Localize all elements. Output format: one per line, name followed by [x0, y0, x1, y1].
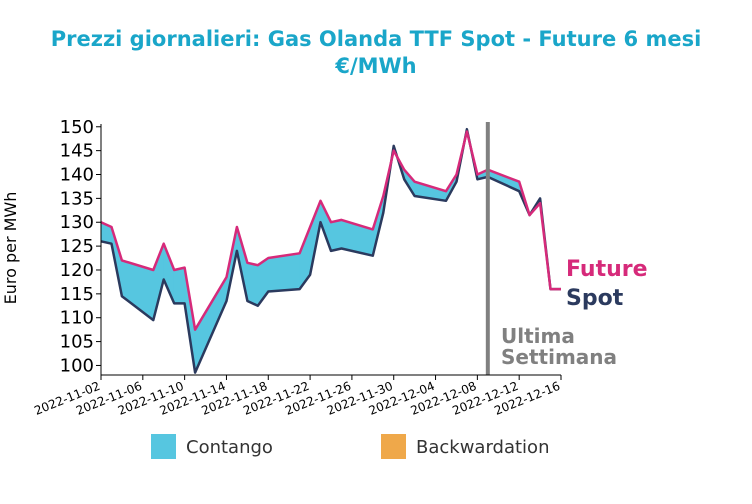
legend-label-contango: Contango: [186, 437, 273, 458]
fill-segment: [194, 276, 227, 373]
series-line-spot: [100, 127, 561, 374]
series-line-future: [100, 130, 561, 331]
title-line-2: €/MWh: [334, 54, 416, 78]
y-tick-label: 105: [60, 332, 94, 353]
y-tick-label: 115: [60, 284, 94, 305]
fill-segment: [267, 252, 300, 292]
annotation-line-1: Ultima: [501, 324, 575, 348]
y-tick-label: 150: [60, 117, 94, 138]
series-label-future: Future: [566, 257, 648, 282]
legend-label-backwardation: Backwardation: [416, 437, 549, 458]
annotation-line-2: Settimana: [501, 345, 617, 369]
y-tick-label: 130: [60, 212, 94, 233]
y-tick-label: 100: [60, 355, 94, 376]
series-labels: Future Spot: [566, 257, 648, 311]
legend-swatch-contango: [151, 434, 176, 459]
fill-segment: [173, 267, 185, 304]
y-axis-label: Euro per MWh: [1, 192, 20, 305]
x-axis-ticks: 2022-11-022022-11-062022-11-102022-11-14…: [32, 375, 562, 418]
series-lines: [100, 127, 561, 374]
chart-title: Prezzi giornalieri: Gas Olanda TTF Spot …: [51, 27, 702, 78]
fill-segment: [247, 262, 259, 307]
y-tick-label: 110: [60, 308, 94, 329]
y-tick-label: 145: [60, 141, 94, 162]
y-tick-label: 135: [60, 188, 94, 209]
legend-swatch-backwardation: [381, 434, 406, 459]
y-tick-label: 125: [60, 236, 94, 257]
y-tick-label: 120: [60, 260, 94, 281]
legend: Contango Backwardation: [151, 434, 549, 459]
fill-areas: [100, 129, 561, 373]
title-line-1: Prezzi giornalieri: Gas Olanda TTF Spot …: [51, 27, 702, 51]
last-week-annotation: Ultima Settimana: [501, 324, 617, 369]
fill-segment: [299, 226, 311, 291]
fill-segment: [330, 219, 342, 252]
series-label-spot: Spot: [566, 286, 624, 311]
y-tick-label: 140: [60, 165, 94, 186]
